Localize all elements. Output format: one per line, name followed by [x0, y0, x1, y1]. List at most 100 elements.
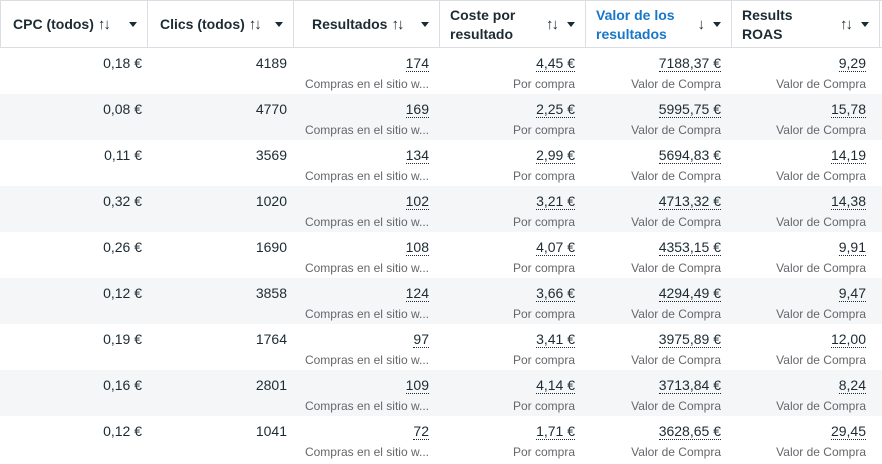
cell-cpc: 0,16 €	[0, 370, 148, 416]
results-value-amount[interactable]: 3713,84 €	[658, 377, 721, 394]
results-type-label: Compras en el sitio w...	[304, 399, 429, 413]
cell-clicks: 1764	[148, 324, 294, 370]
results-value[interactable]: 108	[405, 239, 429, 256]
results-value[interactable]: 134	[405, 147, 429, 164]
cost-type-label: Por compra	[512, 123, 575, 137]
clicks-value: 2801	[255, 377, 287, 393]
column-header-cpc[interactable]: CPC (todos) ↑↓	[0, 1, 148, 48]
column-header-results-value[interactable]: Valor de los resultados ↓	[586, 1, 732, 48]
chevron-down-icon[interactable]	[861, 22, 869, 27]
roas-value[interactable]: 12,00	[830, 331, 866, 348]
cost-per-result-value[interactable]: 3,66 €	[536, 285, 575, 302]
chevron-down-icon[interactable]	[275, 22, 283, 27]
results-value-amount[interactable]: 4713,32 €	[658, 193, 721, 210]
clicks-value: 1041	[255, 423, 287, 439]
cpc-value: 0,11 €	[104, 147, 142, 163]
results-value[interactable]: 97	[413, 331, 429, 348]
column-label-line1: Coste por	[450, 6, 516, 23]
roas-value[interactable]: 9,29	[838, 55, 866, 72]
chevron-down-icon[interactable]	[129, 22, 137, 27]
table-row[interactable]: 0,12 € 3858 124 Compras en el sitio w...…	[0, 278, 882, 324]
clicks-value: 4770	[255, 101, 287, 117]
results-type-label: Compras en el sitio w...	[304, 445, 429, 459]
roas-value[interactable]: 14,38	[830, 193, 866, 210]
results-value-amount[interactable]: 3628,65 €	[658, 423, 721, 440]
cost-type-label: Por compra	[512, 307, 575, 321]
table-row[interactable]: 0,11 € 3569 134 Compras en el sitio w...…	[0, 140, 882, 186]
cpc-value: 0,08 €	[103, 101, 142, 117]
results-value-amount[interactable]: 4353,15 €	[658, 239, 721, 256]
results-value-amount[interactable]: 5694,83 €	[658, 147, 721, 164]
sort-icon[interactable]: ↑↓	[248, 16, 262, 33]
cost-per-result-value[interactable]: 3,41 €	[536, 331, 575, 348]
cell-cost-per-result: 4,07 € Por compra	[440, 232, 586, 278]
chevron-down-icon[interactable]	[421, 22, 429, 27]
column-label-line1: Valor de los	[596, 6, 675, 23]
roas-value[interactable]: 9,91	[838, 239, 866, 256]
sort-icon[interactable]: ↑↓	[391, 16, 404, 33]
chevron-down-icon[interactable]	[567, 22, 575, 27]
results-value-amount[interactable]: 4294,49 €	[658, 285, 721, 302]
cell-cost-per-result: 3,66 € Por compra	[440, 278, 586, 324]
results-value[interactable]: 169	[405, 101, 429, 118]
value-type-label: Valor de Compra	[631, 215, 721, 229]
roas-value[interactable]: 15,78	[830, 101, 866, 118]
sort-icon[interactable]: ↑↓	[546, 16, 559, 33]
cell-results-value: 4294,49 € Valor de Compra	[586, 278, 732, 324]
table-row[interactable]: 0,19 € 1764 97 Compras en el sitio w... …	[0, 324, 882, 370]
column-header-cost-per-result[interactable]: Coste por resultado ↑↓	[440, 1, 586, 48]
clicks-value: 1764	[255, 331, 287, 347]
cell-results-roas: 12,00 Valor de Compra	[732, 324, 880, 370]
clicks-value: 4189	[255, 55, 287, 71]
table-row[interactable]: 0,18 € 4189 174 Compras en el sitio w...…	[0, 48, 882, 94]
roas-type-label: Valor de Compra	[776, 399, 866, 413]
results-value[interactable]: 102	[405, 193, 429, 210]
results-value[interactable]: 174	[405, 55, 429, 72]
cost-per-result-value[interactable]: 4,45 €	[536, 55, 575, 72]
cpc-value: 0,12 €	[103, 285, 142, 301]
cell-clicks: 1041	[148, 416, 294, 462]
sort-icon[interactable]: ↑↓	[840, 16, 853, 33]
table-row[interactable]: 0,12 € 1041 72 Compras en el sitio w... …	[0, 416, 882, 462]
roas-value[interactable]: 8,24	[838, 377, 866, 394]
cost-per-result-value[interactable]: 3,21 €	[536, 193, 575, 210]
cell-results: 134 Compras en el sitio w...	[294, 140, 440, 186]
table-row[interactable]: 0,16 € 2801 109 Compras en el sitio w...…	[0, 370, 882, 416]
cost-type-label: Por compra	[512, 215, 575, 229]
cell-results: 174 Compras en el sitio w...	[294, 48, 440, 94]
results-value[interactable]: 124	[405, 285, 429, 302]
table-row[interactable]: 0,08 € 4770 169 Compras en el sitio w...…	[0, 94, 882, 140]
roas-value[interactable]: 29,45	[830, 423, 866, 440]
column-label: Resultados	[312, 16, 388, 32]
results-type-label: Compras en el sitio w...	[304, 307, 429, 321]
column-header-results-roas[interactable]: Results ROAS ↑↓	[732, 1, 880, 48]
roas-value[interactable]: 9,47	[838, 285, 866, 302]
cost-per-result-value[interactable]: 2,99 €	[536, 147, 575, 164]
roas-value[interactable]: 14,19	[830, 147, 866, 164]
cell-results: 169 Compras en el sitio w...	[294, 94, 440, 140]
results-value-amount[interactable]: 5995,75 €	[658, 101, 721, 118]
cell-results-value: 4713,32 € Valor de Compra	[586, 186, 732, 232]
sort-descending-icon[interactable]: ↓	[697, 16, 705, 33]
results-value-amount[interactable]: 3975,89 €	[658, 331, 721, 348]
column-label-line2: resultado	[450, 25, 514, 42]
cell-cpc: 0,12 €	[0, 278, 148, 324]
table-row[interactable]: 0,32 € 1020 102 Compras en el sitio w...…	[0, 186, 882, 232]
cost-type-label: Por compra	[512, 445, 575, 459]
results-value-amount[interactable]: 7188,37 €	[658, 55, 721, 72]
cpc-value: 0,18 €	[103, 55, 142, 71]
table-row[interactable]: 0,26 € 1690 108 Compras en el sitio w...…	[0, 232, 882, 278]
cost-type-label: Por compra	[512, 399, 575, 413]
results-value[interactable]: 72	[413, 423, 429, 440]
table-body: 0,18 € 4189 174 Compras en el sitio w...…	[0, 48, 882, 462]
column-header-results[interactable]: Resultados ↑↓	[294, 1, 440, 48]
cost-per-result-value[interactable]: 1,71 €	[536, 423, 575, 440]
roas-type-label: Valor de Compra	[776, 77, 866, 91]
cost-per-result-value[interactable]: 2,25 €	[536, 101, 575, 118]
cost-per-result-value[interactable]: 4,14 €	[536, 377, 575, 394]
sort-icon[interactable]: ↑↓	[97, 16, 111, 33]
cost-per-result-value[interactable]: 4,07 €	[536, 239, 575, 256]
column-header-clicks[interactable]: Clics (todos) ↑↓	[148, 1, 294, 48]
results-value[interactable]: 109	[405, 377, 429, 394]
chevron-down-icon[interactable]	[713, 22, 721, 27]
